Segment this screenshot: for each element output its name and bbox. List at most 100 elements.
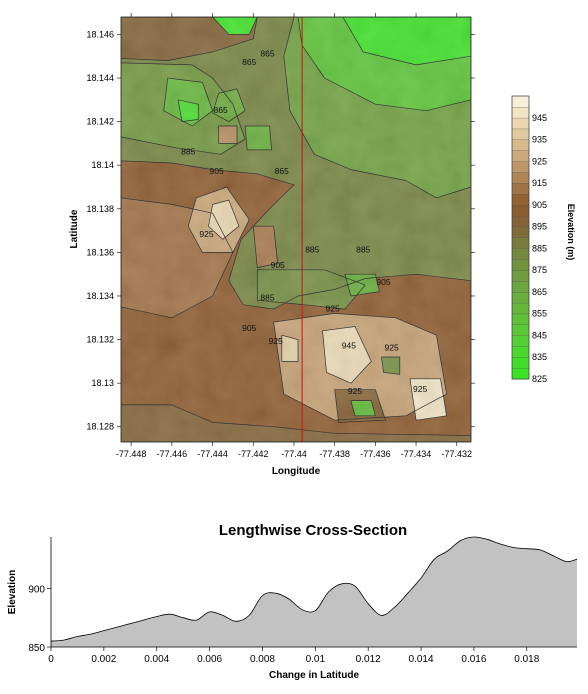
contour-label: 905 [271, 260, 285, 270]
colorbar-frame [511, 95, 530, 380]
contour-label: 865 [214, 105, 228, 115]
contour-label: 865 [275, 166, 289, 176]
map-y-tick-label: 18.136 [86, 247, 114, 257]
profile-y-ticks: 850 900 [28, 584, 51, 654]
colorbar-title: Elevation (m) [566, 204, 576, 261]
contour-label: 885 [305, 244, 319, 254]
map-x-tick-label: -77.432 [441, 449, 472, 459]
colorbar-swatch [511, 106, 530, 119]
colorbar-tick-label: 825 [532, 374, 547, 384]
colorbar-swatch [511, 357, 530, 369]
profile-x-tick-label: 0.002 [91, 654, 116, 665]
colorbar-tick-label: 925 [532, 156, 547, 166]
colorbar-tick-label: 905 [532, 200, 547, 210]
contour-label: 865 [260, 48, 274, 58]
map-y-tick-label: 18.128 [86, 422, 114, 432]
profile-x-tick-label: 0.018 [514, 654, 539, 665]
profile-y-tick-label: 850 [28, 643, 45, 654]
contour-label: 865 [242, 57, 256, 67]
profile-x-tick-label: 0.012 [356, 654, 381, 665]
contour-label: 925 [269, 336, 283, 346]
contour-map-panel: 865 865 865 885 905 925 865 885 905 885 885 905 905 9… [69, 13, 475, 477]
colorbar-swatch [511, 291, 530, 304]
map-x-tick-label: -77.444 [197, 449, 228, 459]
map-x-ticks: -77.448 -77.446 -77.444 -77.442 -77.44 -77.43… [116, 13, 472, 459]
colorbar-swatch [511, 269, 530, 282]
contour-label: 885 [260, 292, 274, 302]
profile-x-axis-label: Change in Latitude [269, 670, 359, 681]
colorbar-tick-label: 895 [532, 222, 547, 232]
profile-x-tick-label: 0.006 [197, 654, 222, 665]
map-x-tick-label: -77.448 [116, 449, 147, 459]
colorbar-tick-label: 865 [532, 287, 547, 297]
colorbar-swatch [511, 226, 530, 238]
map-y-ticks: 18.128 18.13 18.132 18.134 18.136 18.138 18.14… [86, 29, 475, 432]
elevation-profile-area [51, 536, 577, 647]
contour-label: 945 [342, 340, 356, 350]
colorbar-tick-label: 875 [532, 265, 547, 275]
colorbar-swatch [511, 95, 530, 108]
elevation-profile-line [50, 536, 578, 642]
colorbar-tick-label: 835 [532, 352, 547, 362]
cross-section-panel: Lengthwise Cross-Section 0 0.002 0.004 0.00… [7, 522, 578, 681]
map-x-tick-label: -77.442 [238, 449, 269, 459]
map-y-tick-label: 18.146 [86, 29, 114, 39]
contour-label: 925 [199, 229, 213, 239]
profile-x-tick-label: 0.008 [250, 654, 275, 665]
colorbar-labels: 825 835 845 855 865 875 885 895 905 915 925 935 945 [532, 113, 547, 384]
colorbar-swatch [511, 215, 530, 228]
colorbar-swatch [511, 280, 530, 293]
contour-labels: 865 865 865 885 905 925 865 885 905 885 885 905 905 9… [181, 48, 427, 396]
colorbar-swatch [511, 161, 530, 173]
contour-label: 925 [385, 343, 399, 353]
profile-x-tick-label: 0.01 [306, 654, 326, 665]
map-x-tick-label: -77.438 [319, 449, 350, 459]
profile-y-tick-label: 900 [28, 584, 45, 595]
map-x-tick-label: -77.446 [157, 449, 188, 459]
colorbar-swatch [511, 335, 530, 347]
colorbar-swatches [511, 95, 530, 380]
colorbar-swatch [511, 324, 530, 336]
colorbar-swatch [511, 139, 530, 151]
map-frame [120, 16, 472, 443]
colorbar-swatch [511, 172, 530, 184]
colorbar-tick-label: 935 [532, 135, 547, 145]
cross-section-title: Lengthwise Cross-Section [219, 522, 407, 539]
colorbar-tick-label: 915 [532, 178, 547, 188]
colorbar-swatch [511, 128, 530, 140]
map-y-tick-label: 18.132 [86, 335, 114, 345]
colorbar-tick-label: 885 [532, 243, 547, 253]
colorbar-swatch [511, 302, 530, 315]
elevation-colorbar: 825835845855865875885895905915925935945 … [511, 95, 576, 384]
colorbar-swatch [511, 346, 530, 358]
map-x-axis-label: Longitude [272, 466, 321, 477]
map-y-tick-label: 18.138 [86, 204, 114, 214]
map-x-tick-label: -77.44 [281, 449, 307, 459]
map-y-tick-label: 18.144 [86, 73, 114, 83]
map-y-tick-label: 18.14 [91, 160, 114, 170]
contour-label: 885 [356, 244, 370, 254]
map-x-tick-label: -77.436 [360, 449, 391, 459]
colorbar-tick-label: 855 [532, 309, 547, 319]
colorbar-swatch [511, 204, 530, 217]
contour-label: 905 [210, 166, 224, 176]
profile-x-tick-label: 0 [48, 654, 54, 665]
profile-x-tick-label: 0.016 [461, 654, 486, 665]
contour-label: 925 [326, 303, 340, 313]
contour-label: 885 [181, 146, 195, 156]
colorbar-swatch [511, 182, 530, 195]
colorbar-swatch [511, 117, 530, 130]
colorbar-swatch [511, 367, 530, 380]
colorbar-tick-label: 845 [532, 331, 547, 341]
map-y-axis-label: Latitude [69, 209, 80, 248]
profile-x-ticks: 0 0.002 0.004 0.006 0.008 0.01 0.012 0.014 0.016… [48, 647, 540, 665]
map-x-tick-label: -77.434 [401, 449, 432, 459]
profile-x-tick-label: 0.014 [409, 654, 434, 665]
colorbar-swatch [511, 248, 530, 260]
map-y-tick-label: 18.142 [86, 117, 114, 127]
map-y-tick-label: 18.134 [86, 291, 114, 301]
colorbar-swatch [511, 150, 530, 162]
colorbar-swatch [511, 237, 530, 249]
profile-y-axis-label: Elevation [7, 570, 18, 614]
